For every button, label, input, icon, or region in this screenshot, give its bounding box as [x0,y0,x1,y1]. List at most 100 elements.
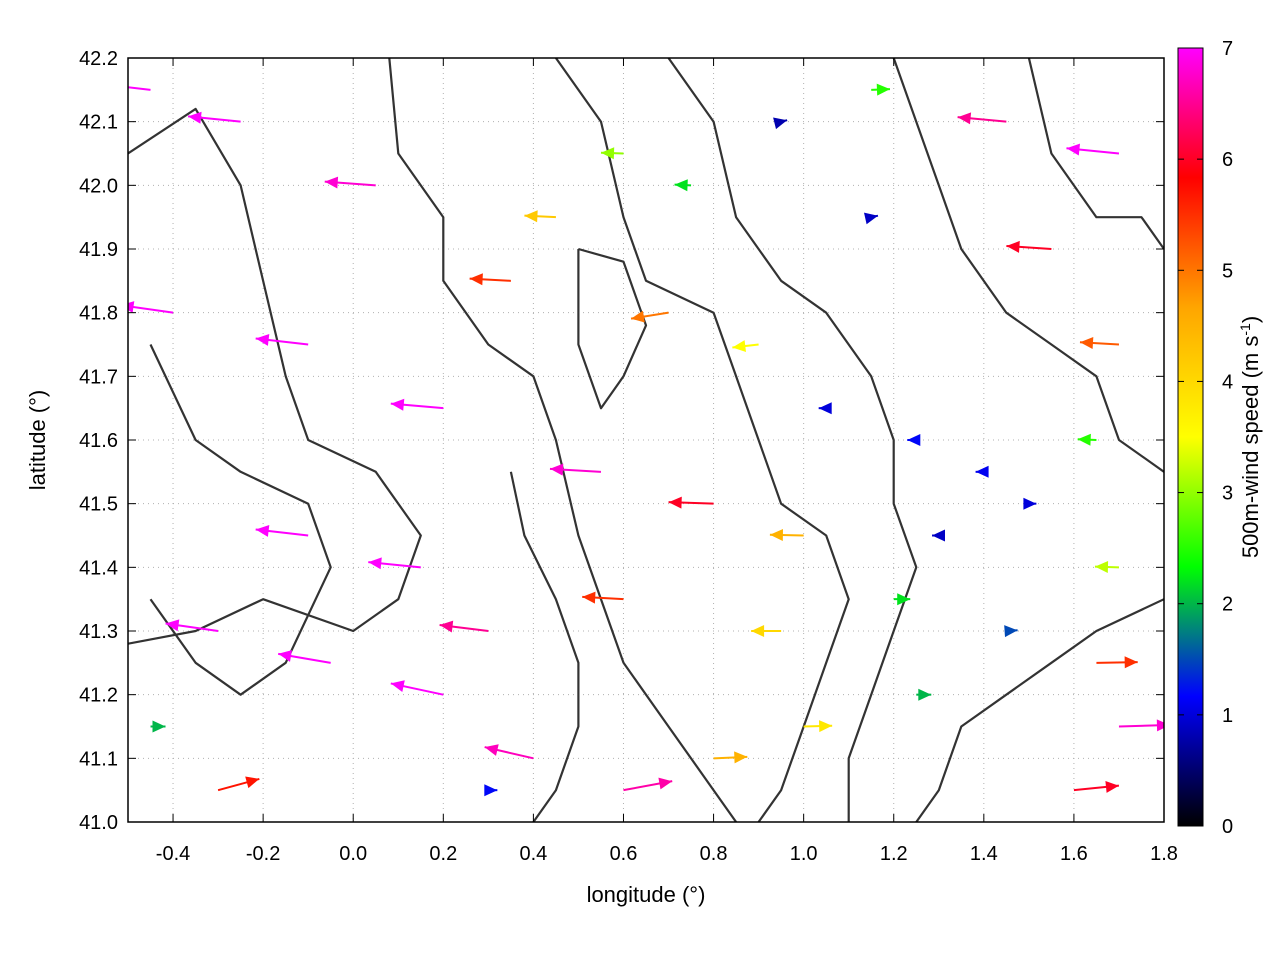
colorbar-tick-label: 4 [1222,371,1233,393]
y-axis-label: latitude (°) [25,390,50,491]
contour-line [509,471,580,822]
wind-vector [773,117,788,130]
colorbar-ticks: 0 1 2 3 4 5 6 7 [1178,38,1233,838]
wind-vector [484,744,534,760]
y-tick-label: 41.1 [79,748,118,770]
wind-vector [1094,561,1119,573]
wind-vector [324,176,376,189]
wind-vector [469,273,511,286]
wind-vector [600,147,624,160]
x-tick-label: 1.8 [1150,843,1178,865]
x-tick-label: 1.0 [790,843,818,865]
y-tick-label: 41.7 [79,366,118,388]
colorbar-label: 500m-wind speed (m s-1) [1237,316,1263,558]
wind-vector [128,301,174,314]
colorbar-tick-label: 2 [1222,594,1233,616]
contour-line [388,58,737,822]
colorbar-tick-label: 5 [1222,260,1233,282]
wind-vector [893,593,911,606]
wind-vector [668,496,714,509]
wind-vector [128,86,151,91]
x-tick-label: -0.2 [246,843,280,865]
contour-line [915,598,1164,822]
wind-vector [1004,625,1018,638]
wind-vector [803,720,833,733]
wind-vector [732,340,759,352]
y-axis-ticks: 41.0 41.1 41.2 41.3 41.4 41.5 41.6 41.7 41.8 41.9… [79,48,1164,834]
colorbar-tick-label: 6 [1222,149,1233,171]
wind-vector [1077,433,1097,446]
contour-line [667,58,918,822]
wind-vector [713,751,748,764]
y-tick-label: 41.3 [79,621,118,643]
contour-line [892,58,1164,473]
wind-vector [1118,719,1164,732]
wind-vector [390,680,444,696]
wind-vector [871,83,891,96]
colorbar [1177,47,1204,827]
x-tick-label: -0.4 [156,843,190,865]
colorbar-label-end: ) [1238,316,1263,323]
contour-line [1027,58,1164,250]
y-tick-label: 41.5 [79,494,118,516]
wind-vector [916,688,932,701]
x-tick-label: 0.2 [429,843,457,865]
wind-vector [1079,337,1120,349]
wind-vector [1066,143,1120,156]
wind-vector [439,620,489,633]
y-tick-label: 42.1 [79,112,118,134]
contour-line [555,58,850,822]
x-tick-label: 0.6 [610,843,638,865]
wind-vector [217,776,260,792]
x-tick-label: 0.8 [700,843,728,865]
wind-vector [549,463,602,476]
y-tick-label: 41.6 [79,430,118,452]
wind-vector [674,179,692,192]
colorbar-tick-label: 7 [1222,38,1233,60]
colorbar-label-sup: -1 [1237,323,1253,336]
x-tick-label: 0.0 [339,843,367,865]
contour-line [577,247,648,410]
wind-vector [582,591,624,604]
wind-vector [1073,781,1120,793]
x-tick-label: 1.6 [1060,843,1088,865]
wind-vector [818,402,832,415]
wind-vector [524,210,556,223]
colorbar-tick-label: 1 [1222,705,1233,727]
wind-vector [907,434,921,446]
x-tick-label: 0.4 [519,843,547,865]
wind-vector [1023,497,1037,510]
wind-vector [368,557,421,570]
wind-vector [957,112,1007,125]
x-tick-label: 1.4 [970,843,998,865]
y-tick-label: 41.2 [79,685,118,707]
x-axis-ticks: -0.4 -0.2 0.0 0.2 0.4 0.6 0.8 1.0 1.2 1.4 1.6 1.8 [156,58,1178,865]
wind-vector [165,619,219,632]
y-tick-label: 42.2 [79,48,118,70]
colorbar-tick-label: 3 [1222,483,1233,505]
y-tick-label: 42.0 [79,175,118,197]
wind-vector [390,398,444,411]
y-tick-label: 41.0 [79,812,118,834]
wind-vector [484,784,498,797]
wind-vector [1006,240,1052,253]
colorbar-label-main: 500m-wind speed (m s [1238,336,1263,559]
wind-vector [630,310,669,323]
wind-vector [188,111,241,124]
terrain-contours [128,58,1164,822]
x-tick-label: 1.2 [880,843,908,865]
wind-vector [975,465,989,478]
wind-vector [1096,656,1138,669]
wind-vector [751,625,782,637]
wind-vector [255,334,309,346]
colorbar-tick-label: 0 [1222,816,1233,838]
contour-line [149,344,332,696]
contour-line [128,107,422,645]
wind-vector [769,529,804,541]
wind-vector [278,650,331,664]
wind-vectors [128,83,1164,797]
y-tick-label: 41.4 [79,557,118,579]
y-tick-label: 41.9 [79,239,118,261]
wind-vector [255,525,309,537]
